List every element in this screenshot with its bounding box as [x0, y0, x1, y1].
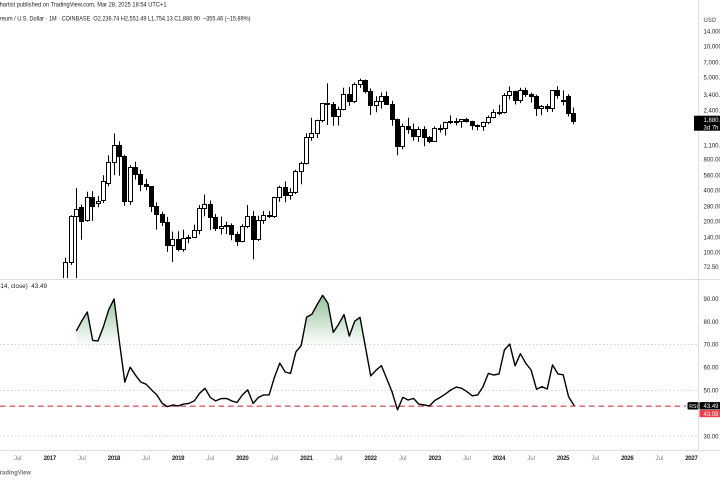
- svg-text:2,400.00: 2,400.00: [704, 108, 720, 114]
- svg-text:60.00: 60.00: [704, 366, 720, 372]
- svg-text:5,000.00: 5,000.00: [704, 76, 720, 82]
- svg-text:400.00: 400.00: [704, 189, 720, 195]
- svg-text:43.08: 43.08: [704, 412, 720, 418]
- svg-text:2026: 2026: [621, 456, 634, 462]
- svg-text:1,880.90: 1,880.90: [704, 118, 720, 124]
- svg-text:800.00: 800.00: [704, 158, 720, 164]
- svg-text:Jul: Jul: [142, 456, 150, 462]
- svg-text:70.00: 70.00: [704, 343, 720, 349]
- svg-text:Jul: Jul: [463, 456, 471, 462]
- svg-text:3,400.00: 3,400.00: [704, 93, 720, 99]
- svg-text:Jul: Jul: [591, 456, 599, 462]
- svg-text:90.00: 90.00: [704, 297, 720, 303]
- svg-text:Jul: Jul: [14, 456, 22, 462]
- svg-text:2024: 2024: [493, 456, 506, 462]
- svg-text:2021: 2021: [300, 456, 313, 462]
- svg-text:2023: 2023: [429, 456, 442, 462]
- svg-text:TradingView: TradingView: [0, 470, 31, 477]
- svg-text:2018: 2018: [108, 456, 121, 462]
- svg-text:Jul: Jul: [656, 456, 664, 462]
- svg-text:USD: USD: [704, 18, 717, 24]
- svg-text:2027: 2027: [685, 456, 698, 462]
- svg-text:Jul: Jul: [78, 456, 86, 462]
- svg-text:2017: 2017: [44, 456, 57, 462]
- svg-text:RSI: RSI: [689, 404, 698, 410]
- svg-text:2022: 2022: [364, 456, 377, 462]
- svg-text:7,000.00: 7,000.00: [704, 61, 720, 67]
- svg-text:3d 7h: 3d 7h: [704, 125, 719, 131]
- svg-text:Jul: Jul: [335, 456, 343, 462]
- svg-text:2020: 2020: [236, 456, 249, 462]
- svg-text:72.50: 72.50: [704, 265, 720, 271]
- svg-text:Jul: Jul: [527, 456, 535, 462]
- svg-text:Jul: Jul: [271, 456, 279, 462]
- svg-text:10,000.00: 10,000.00: [704, 45, 720, 51]
- svg-text:Ethereum / U.S. Dollar · 1M ·: Ethereum / U.S. Dollar · 1M · COINBASE O…: [0, 15, 251, 22]
- svg-text:50.00: 50.00: [704, 389, 720, 395]
- svg-text:280.00: 280.00: [704, 205, 720, 211]
- svg-text:2019: 2019: [172, 456, 185, 462]
- svg-text:43.49: 43.49: [704, 404, 720, 410]
- svg-text:Chartist published on TradingV: Chartist published on TradingView.com, M…: [0, 3, 167, 9]
- svg-text:30.00: 30.00: [704, 434, 720, 440]
- svg-text:200.00: 200.00: [704, 220, 720, 226]
- svg-text:Jul: Jul: [206, 456, 214, 462]
- svg-text:100.00: 100.00: [704, 251, 720, 257]
- svg-text:RSI (14, close) 43.49: RSI (14, close) 43.49: [0, 283, 48, 290]
- svg-text:2025: 2025: [557, 456, 570, 462]
- svg-text:1,100.00: 1,100.00: [704, 143, 720, 149]
- svg-text:Jul: Jul: [399, 456, 407, 462]
- svg-text:140.00: 140.00: [704, 236, 720, 242]
- svg-text:80.00: 80.00: [704, 320, 720, 326]
- svg-text:14,000.00: 14,000.00: [704, 29, 720, 35]
- svg-text:560.00: 560.00: [704, 174, 720, 180]
